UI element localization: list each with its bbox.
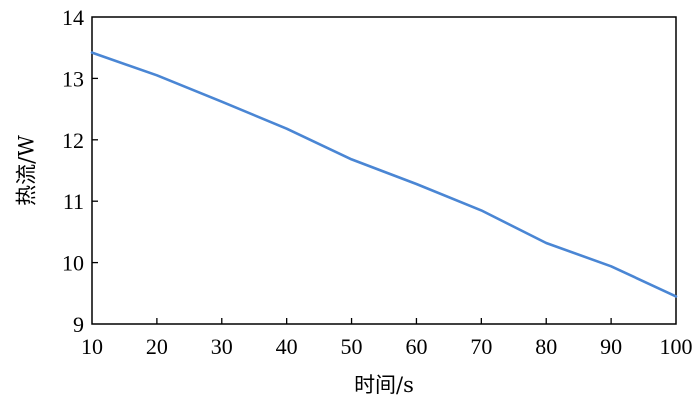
x-tick-label: 20 bbox=[146, 334, 168, 359]
y-tick-label: 13 bbox=[62, 66, 84, 91]
x-tick-label: 80 bbox=[535, 334, 557, 359]
x-tick-label: 70 bbox=[470, 334, 492, 359]
y-axis-label: 热流/W bbox=[15, 135, 39, 206]
x-axis-label: 时间/s bbox=[354, 373, 414, 397]
x-axis: 10 20 30 40 50 60 70 80 90 100 bbox=[81, 318, 693, 359]
x-tick-label: 90 bbox=[600, 334, 622, 359]
y-tick-label: 9 bbox=[73, 312, 84, 337]
plot-area bbox=[91, 16, 677, 325]
x-tick-label: 10 bbox=[81, 334, 103, 359]
y-tick-label: 12 bbox=[62, 128, 84, 153]
series-line bbox=[90, 51, 678, 298]
x-tick-label: 30 bbox=[211, 334, 233, 359]
x-tick-label: 40 bbox=[276, 334, 298, 359]
x-tick-label: 60 bbox=[405, 334, 427, 359]
y-tick-label: 14 bbox=[62, 5, 84, 30]
x-tick-label: 100 bbox=[660, 334, 693, 359]
y-tick-label: 10 bbox=[62, 251, 84, 276]
series-layer bbox=[90, 51, 678, 298]
y-axis: 9 10 11 12 13 14 bbox=[62, 5, 98, 337]
y-tick-label: 11 bbox=[63, 189, 84, 214]
x-tick-label: 50 bbox=[341, 334, 363, 359]
plot-frame bbox=[91, 16, 677, 325]
